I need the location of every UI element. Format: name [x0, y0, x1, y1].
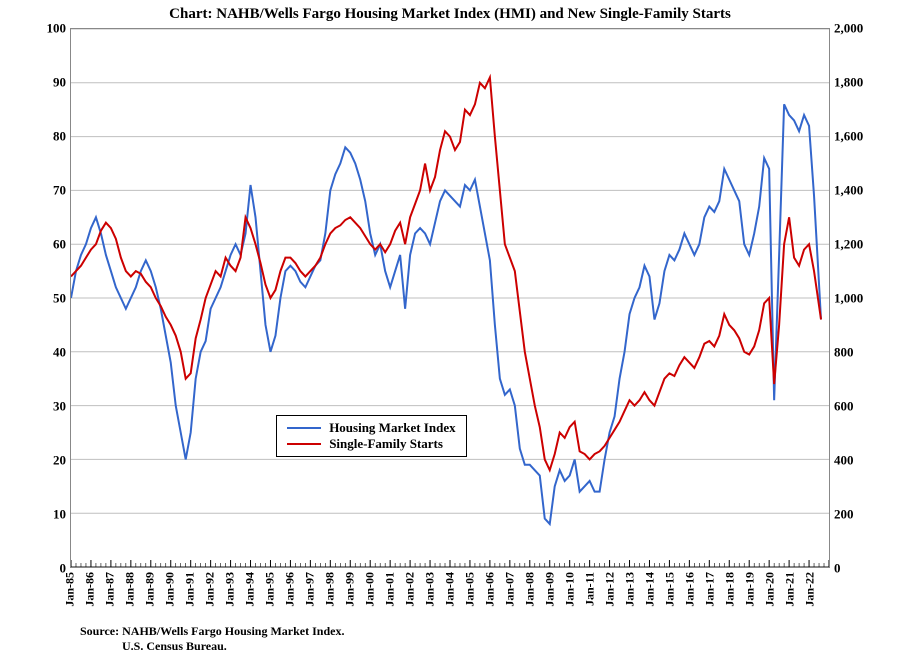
x-tick: Jan-92: [203, 572, 218, 607]
y-left-tick: 50: [26, 292, 66, 305]
y-left-tick: 30: [26, 400, 66, 413]
x-tick: Jan-97: [303, 572, 318, 607]
x-tick: Jan-19: [743, 572, 758, 607]
x-tick: Jan-91: [183, 572, 198, 607]
x-tick: Jan-09: [543, 572, 558, 607]
source-citation: Source: NAHB/Wells Fargo Housing Market …: [80, 624, 344, 654]
y-left-tick: 70: [26, 184, 66, 197]
legend-item: Housing Market Index: [287, 420, 455, 436]
x-tick: Jan-06: [483, 572, 498, 607]
x-tick: Jan-85: [63, 572, 78, 607]
chart-legend: Housing Market IndexSingle-Family Starts: [276, 415, 466, 457]
y-right-tick: 1,400: [834, 184, 863, 197]
x-tick: Jan-99: [343, 572, 358, 607]
x-tick: Jan-21: [783, 572, 798, 607]
x-tick: Jan-87: [103, 572, 118, 607]
x-tick: Jan-95: [263, 572, 278, 607]
x-tick: Jan-88: [123, 572, 138, 607]
x-tick: Jan-11: [583, 572, 598, 606]
series-line: [71, 104, 821, 524]
y-right-tick: 1,600: [834, 130, 863, 143]
x-tick: Jan-98: [323, 572, 338, 607]
x-tick: Jan-22: [803, 572, 818, 607]
x-tick: Jan-96: [283, 572, 298, 607]
y-right-tick: 2,000: [834, 22, 863, 35]
x-tick: Jan-10: [563, 572, 578, 607]
x-tick: Jan-93: [223, 572, 238, 607]
x-tick: Jan-08: [523, 572, 538, 607]
x-tick: Jan-16: [683, 572, 698, 607]
x-tick: Jan-15: [663, 572, 678, 607]
x-tick: Jan-89: [143, 572, 158, 607]
y-left-tick: 20: [26, 454, 66, 467]
x-tick: Jan-86: [83, 572, 98, 607]
y-right-tick: 600: [834, 400, 854, 413]
x-tick: Jan-17: [703, 572, 718, 607]
y-right-tick: 200: [834, 508, 854, 521]
y-left-tick: 60: [26, 238, 66, 251]
x-tick: Jan-14: [643, 572, 658, 607]
y-left-tick: 10: [26, 508, 66, 521]
y-right-tick: 800: [834, 346, 854, 359]
x-tick: Jan-02: [403, 572, 418, 607]
y-left-tick: 0: [26, 562, 66, 575]
x-tick: Jan-90: [163, 572, 178, 607]
y-left-tick: 80: [26, 130, 66, 143]
y-right-tick: 1,200: [834, 238, 863, 251]
x-tick: Jan-12: [603, 572, 618, 607]
y-right-tick: 1,000: [834, 292, 863, 305]
y-left-tick: 40: [26, 346, 66, 359]
y-right-tick: 400: [834, 454, 854, 467]
x-tick: Jan-94: [243, 572, 258, 607]
x-tick: Jan-05: [463, 572, 478, 607]
x-tick: Jan-20: [763, 572, 778, 607]
y-left-tick: 100: [26, 22, 66, 35]
legend-item: Single-Family Starts: [287, 436, 455, 452]
x-tick: Jan-03: [423, 572, 438, 607]
x-tick: Jan-07: [503, 572, 518, 607]
y-right-tick: 1,800: [834, 76, 863, 89]
x-tick: Jan-01: [383, 572, 398, 607]
x-tick: Jan-18: [723, 572, 738, 607]
chart-plot-area: Housing Market IndexSingle-Family Starts: [70, 28, 830, 568]
x-tick: Jan-13: [623, 572, 638, 607]
x-axis: Jan-85Jan-86Jan-87Jan-88Jan-89Jan-90Jan-…: [70, 568, 830, 628]
x-tick: Jan-04: [443, 572, 458, 607]
y-left-tick: 90: [26, 76, 66, 89]
x-tick: Jan-00: [363, 572, 378, 607]
chart-title: Chart: NAHB/Wells Fargo Housing Market I…: [0, 6, 900, 23]
y-right-tick: 0: [834, 562, 841, 575]
